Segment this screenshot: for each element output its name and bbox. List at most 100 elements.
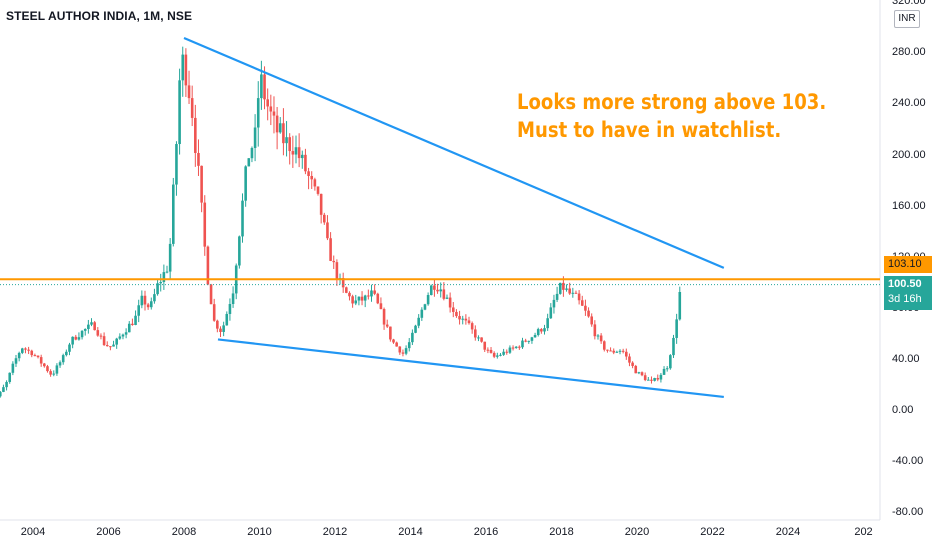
candle-body [55,365,59,374]
candle-body [653,378,656,381]
candle-body [621,350,625,352]
candle-body [486,349,490,351]
candle-body [313,179,317,187]
candle-body [197,152,200,166]
candle-body [112,344,115,347]
time-tick-label: 2016 [473,526,499,538]
candle-body [609,350,612,352]
time-tick-label: 2014 [398,526,423,538]
candle-body [602,341,606,350]
candle-body [297,147,301,159]
chart-title: STEEL AUTHOR INDIA, 1M, NSE [6,9,193,23]
candle-body [137,305,140,316]
candle-body [414,325,417,333]
candle-body [2,387,5,392]
candle-body [540,329,543,332]
candle-body [288,137,291,152]
annotation-line-2: Must to have in watchlist. [517,118,782,142]
candle-body [335,262,339,280]
candle-body [121,334,125,337]
candle-body [499,354,502,356]
time-tick-label: 2022 [700,526,725,538]
candle-body [0,391,2,397]
candle-body [587,310,590,317]
candle-body [584,305,587,311]
candle-body [429,285,433,296]
candle-body [640,372,644,376]
candle-body [650,379,653,381]
candle-body [131,323,134,325]
candle-body [631,362,634,366]
candle-body [228,304,232,314]
candle-body [562,282,565,290]
candle-body [11,363,15,373]
candle-body [458,316,461,320]
candle-body [439,289,442,292]
candle-body [178,80,181,145]
candle-body [345,287,348,293]
candle-body [65,351,68,356]
candle-body [80,330,84,338]
candle-body [417,317,420,326]
candle-body [24,348,27,350]
candle-body [225,313,229,326]
candle-body [407,342,411,349]
candle-body [404,348,408,354]
candle-body [455,311,458,317]
price-tick-label: -40.00 [892,455,924,468]
level-price-label: 103.10 [884,256,932,273]
candle-body [659,374,663,380]
candle-body [656,378,660,380]
candle-body [253,127,257,148]
price-tick-label: 320.00 [892,0,926,8]
candle-body [505,351,509,353]
candle-body [530,337,534,341]
candle-body [618,350,622,352]
candle-body [451,307,455,312]
candle-body [153,294,156,302]
candle-body [326,222,329,239]
candle-body [8,372,12,382]
candle-body [159,281,163,284]
price-tick-label: 240.00 [892,97,926,110]
currency-label[interactable]: INR [894,10,920,28]
bar-countdown: 3d 16h [888,293,922,305]
candle-body [247,158,251,167]
candle-body [426,295,430,305]
candle-body [278,123,282,133]
candle-body [552,299,556,308]
candle-body [502,351,505,355]
candle-body [263,74,266,100]
candle-body [625,351,628,357]
price-tick-label: 160.00 [892,199,926,212]
time-tick-label: 2012 [322,526,348,538]
candle-body [109,346,112,348]
candle-body [241,200,244,237]
candle-body [477,337,480,339]
candle-body [209,284,213,305]
candle-body [17,352,21,359]
time-tick-label: 2004 [20,526,46,538]
candle-body [323,214,326,223]
trendline-lower [217,338,724,399]
candle-body [156,283,159,295]
candle-body [647,379,650,381]
candle-body [260,74,263,99]
candle-body [206,246,210,285]
candle-body [360,296,364,301]
candle-body [420,309,424,318]
candle-body [521,340,524,348]
candle-body [319,193,323,215]
candle-body [181,54,185,81]
candle-body [307,171,310,176]
time-tick-label: 202 [854,526,873,538]
candle-body [348,292,351,297]
time-tick-label: 2006 [96,526,121,538]
candle-body [496,355,499,357]
candle-body [508,347,512,353]
time-tick-label: 2020 [624,526,650,538]
candle-body [222,325,225,332]
candle-body [373,290,376,294]
time-tick-label: 2008 [171,526,197,538]
